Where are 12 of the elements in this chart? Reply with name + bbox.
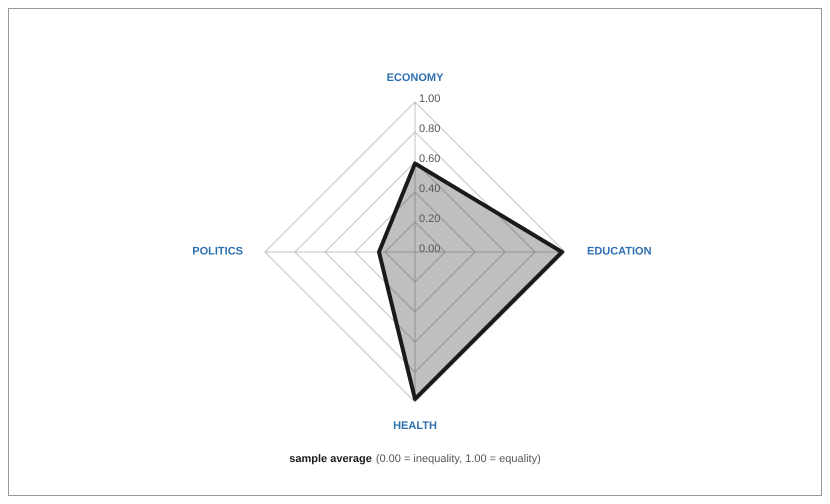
y-tick-label: 0.00 — [419, 243, 440, 255]
spoke-label: ECONOMY — [386, 72, 444, 84]
spoke-label: POLITICS — [192, 245, 244, 258]
text: sample average — [289, 453, 372, 465]
y-tick-label: 0.40 — [419, 183, 440, 195]
y-tick-label: 1.00 — [419, 93, 440, 105]
text: (0.00 = inequality, 1.00 = equality) — [376, 453, 541, 465]
y-tick-label: 0.20 — [419, 213, 440, 225]
spoke-label: EDUCATION — [586, 245, 652, 258]
spoke-label: HEALTH — [393, 420, 437, 432]
y-tick-label: 0.80 — [419, 123, 440, 135]
y-tick-label: 0.60 — [419, 153, 440, 165]
